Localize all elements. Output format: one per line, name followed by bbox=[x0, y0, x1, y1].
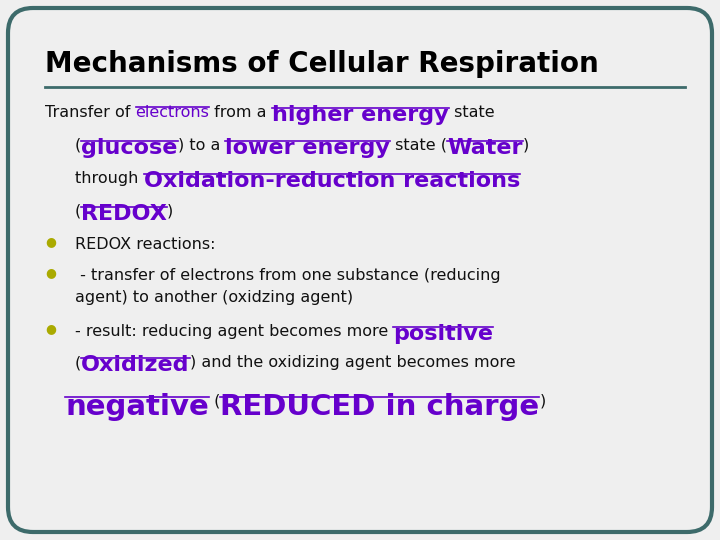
Text: electrons: electrons bbox=[135, 105, 210, 120]
Text: ): ) bbox=[167, 204, 174, 219]
Text: REDUCED in charge: REDUCED in charge bbox=[220, 393, 539, 421]
Text: Water: Water bbox=[447, 138, 523, 158]
Text: - transfer of electrons from one substance (reducing: - transfer of electrons from one substan… bbox=[75, 268, 500, 283]
Text: (: ( bbox=[209, 393, 220, 408]
Text: REDOX: REDOX bbox=[81, 204, 167, 224]
Text: - result: reducing agent becomes more: - result: reducing agent becomes more bbox=[75, 324, 393, 339]
FancyBboxPatch shape bbox=[8, 8, 712, 532]
Text: Transfer of: Transfer of bbox=[45, 105, 135, 120]
Text: ●: ● bbox=[45, 322, 56, 335]
Text: Oxidized: Oxidized bbox=[81, 355, 190, 375]
Text: agent) to another (oxidzing agent): agent) to another (oxidzing agent) bbox=[75, 290, 353, 305]
Text: from a: from a bbox=[210, 105, 272, 120]
Text: ) and the oxidizing agent becomes more: ) and the oxidizing agent becomes more bbox=[190, 355, 516, 370]
Text: ): ) bbox=[539, 393, 546, 408]
Text: through: through bbox=[75, 171, 143, 186]
Text: (: ( bbox=[75, 138, 81, 153]
Text: positive: positive bbox=[393, 324, 493, 344]
Text: Mechanisms of Cellular Respiration: Mechanisms of Cellular Respiration bbox=[45, 50, 599, 78]
Text: ●: ● bbox=[45, 235, 56, 248]
Text: ): ) bbox=[523, 138, 528, 153]
Text: (: ( bbox=[75, 204, 81, 219]
Text: higher energy: higher energy bbox=[272, 105, 449, 125]
Text: negative: negative bbox=[65, 393, 209, 421]
Text: lower energy: lower energy bbox=[225, 138, 390, 158]
Text: state (: state ( bbox=[390, 138, 447, 153]
Text: (: ( bbox=[75, 355, 81, 370]
Text: REDOX reactions:: REDOX reactions: bbox=[75, 237, 215, 252]
Text: ) to a: ) to a bbox=[178, 138, 225, 153]
Text: ●: ● bbox=[45, 266, 56, 279]
Text: state: state bbox=[449, 105, 494, 120]
Text: Oxidation-reduction reactions: Oxidation-reduction reactions bbox=[143, 171, 520, 191]
Text: glucose: glucose bbox=[81, 138, 178, 158]
